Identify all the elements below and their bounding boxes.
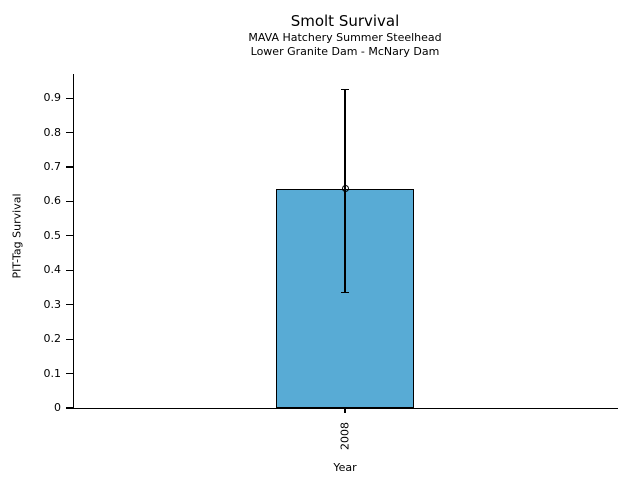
y-tick-label: 0.4 <box>43 263 62 277</box>
y-tick-label: 0.7 <box>43 159 62 173</box>
y-tick <box>66 269 73 271</box>
y-tick <box>66 235 73 237</box>
y-tick-label: 0.5 <box>43 228 62 242</box>
y-tick-label: 0 <box>54 401 61 414</box>
data-point-marker <box>341 185 349 193</box>
x-tick-label: 2008 <box>338 422 352 450</box>
chart-subtitle-line1: MAVA Hatchery Summer Steelhead <box>248 31 442 44</box>
y-tick-label: 0.1 <box>43 366 62 380</box>
y-tick <box>66 131 73 134</box>
plot-area <box>73 74 618 409</box>
y-tick <box>66 338 73 340</box>
y-tick <box>66 97 73 99</box>
y-tick <box>66 166 73 168</box>
y-tick <box>66 304 73 306</box>
x-axis-label: Year <box>333 461 357 474</box>
y-tick-label: 0.8 <box>43 125 62 139</box>
y-tick <box>66 407 73 409</box>
error-bar-cap-bottom <box>341 291 349 294</box>
y-tick-label: 0.3 <box>43 297 62 311</box>
y-tick <box>66 372 73 375</box>
y-tick-label: 0.2 <box>43 332 62 346</box>
chart-subtitle-line2: Lower Granite Dam - McNary Dam <box>250 45 440 58</box>
y-tick-label: 0.9 <box>43 91 62 105</box>
error-bar-cap-top <box>341 88 349 91</box>
x-tick <box>344 409 346 413</box>
chart-title: Smolt Survival <box>290 12 400 30</box>
y-tick-label: 0.6 <box>43 194 62 208</box>
y-tick <box>66 200 73 202</box>
